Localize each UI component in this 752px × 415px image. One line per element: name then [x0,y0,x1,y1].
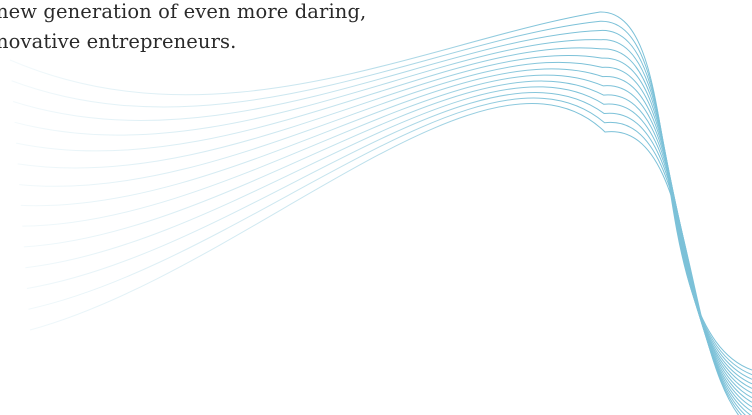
wave-line [9,11,752,371]
wave-line [25,86,752,415]
wave-line [23,80,752,412]
hero-line-1: new generation of even more daring, [0,0,367,23]
wave-line [20,68,752,403]
hero-line-2: novative entrepreneurs. [0,30,237,53]
wave-line [16,47,752,389]
wave-line [22,74,752,408]
wave-line [29,102,740,415]
wave-line [26,92,747,415]
hero-paragraph: new generation of even more daring, nova… [0,0,476,57]
wave-lines-group [9,11,752,415]
